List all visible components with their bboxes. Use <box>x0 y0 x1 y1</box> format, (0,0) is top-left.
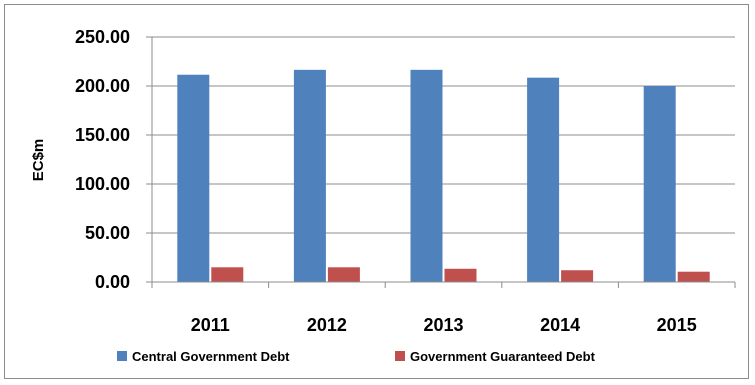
legend-label: Central Government Debt <box>132 349 290 364</box>
x-tick-labels: 2011 2012 2013 2014 2015 <box>191 315 697 335</box>
bar-central-government-debt <box>643 86 676 282</box>
bar-central-government-debt <box>293 69 326 282</box>
axes <box>146 36 736 288</box>
x-tick-label: 2015 <box>657 315 697 335</box>
y-tick-label: 100.00 <box>75 174 130 194</box>
bar-central-government-debt <box>177 74 210 282</box>
legend: Central Government Debt Government Guaran… <box>117 349 596 364</box>
y-tick-labels: 0.00 50.00 100.00 150.00 200.00 250.00 <box>75 27 130 292</box>
bars <box>177 69 710 282</box>
legend-label: Government Guaranteed Debt <box>410 349 596 364</box>
x-tick-label: 2014 <box>540 315 580 335</box>
bar-government-guaranteed-debt <box>444 268 477 282</box>
bar-central-government-debt <box>410 69 443 282</box>
bar-central-government-debt <box>527 77 560 282</box>
bar-government-guaranteed-debt <box>561 270 594 282</box>
chart-frame <box>4 4 749 379</box>
legend-swatch <box>117 351 127 361</box>
x-tick-label: 2012 <box>307 315 347 335</box>
bar-government-guaranteed-debt <box>211 267 244 282</box>
y-tick-label: 150.00 <box>75 125 130 145</box>
y-tick-label: 250.00 <box>75 27 130 47</box>
bar-government-guaranteed-debt <box>677 271 710 282</box>
bar-government-guaranteed-debt <box>327 267 360 282</box>
y-tick-label: 200.00 <box>75 76 130 96</box>
gridlines <box>152 36 735 234</box>
y-tick-label: 0.00 <box>95 272 130 292</box>
x-tick-label: 2011 <box>191 315 230 335</box>
y-axis-title: EC$m <box>30 139 47 182</box>
legend-swatch <box>395 351 405 361</box>
x-tick-label: 2013 <box>423 315 463 335</box>
y-tick-label: 50.00 <box>85 223 130 243</box>
